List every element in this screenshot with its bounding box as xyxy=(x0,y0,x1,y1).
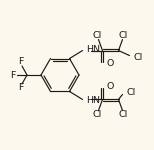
Text: O: O xyxy=(107,82,114,91)
Text: Cl: Cl xyxy=(119,31,128,40)
Text: Cl: Cl xyxy=(93,31,102,40)
Text: HN: HN xyxy=(87,45,101,54)
Text: Cl: Cl xyxy=(134,53,143,62)
Text: O: O xyxy=(107,59,114,68)
Text: Cl: Cl xyxy=(93,110,102,119)
Text: F: F xyxy=(18,57,24,66)
Text: F: F xyxy=(18,84,24,93)
Text: F: F xyxy=(10,70,16,80)
Text: Cl: Cl xyxy=(126,88,136,97)
Text: Cl: Cl xyxy=(119,110,128,119)
Text: HN: HN xyxy=(87,96,101,105)
